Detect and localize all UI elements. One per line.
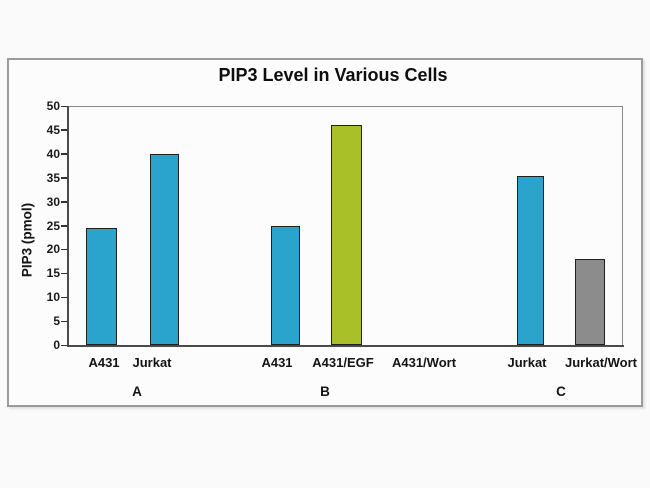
x-axis-label: A431/EGF (312, 355, 374, 370)
group-label-b: B (320, 384, 330, 399)
y-tick-mark (61, 153, 67, 155)
y-tick-mark (61, 225, 67, 227)
x-axis-line (67, 345, 624, 347)
y-tick-label: 35 (46, 170, 60, 185)
bar-a431-egf-group-b (331, 125, 362, 345)
y-axis-line (67, 106, 69, 347)
bar-a431-group-b (271, 225, 300, 345)
bar-jurkat-group-c (517, 176, 544, 345)
y-tick-mark (61, 201, 67, 203)
y-tick-label: 40 (46, 146, 60, 161)
y-tick-label: 5 (53, 314, 60, 329)
y-tick-mark (61, 296, 67, 299)
chart-title: PIP3 Level in Various Cells (218, 65, 448, 85)
y-tick-label: 10 (46, 290, 60, 305)
y-tick-label: 0 (53, 338, 60, 352)
y-tick-mark (61, 320, 67, 323)
y-tick-mark (61, 177, 67, 179)
y-tick-mark (61, 272, 67, 275)
y-tick-mark (61, 248, 67, 251)
bar-jurkat-wort-group-c (575, 258, 605, 345)
y-tick-mark (61, 129, 67, 131)
bar-a431-group-a (86, 227, 117, 345)
bar-jurkat-group-a (150, 153, 179, 345)
y-tick-label: 25 (46, 218, 60, 233)
y-tick-mark (61, 344, 67, 346)
plot-area-top-border (68, 106, 623, 107)
y-tick-label: 15 (46, 266, 60, 281)
y-tick-label: 30 (46, 194, 60, 209)
x-axis-label: Jurkat (132, 355, 172, 370)
y-tick-mark (61, 105, 67, 107)
x-axis-label: A431 (88, 355, 120, 370)
y-tick-label: 20 (46, 242, 60, 257)
plot-area-right-border (622, 106, 623, 345)
x-axis-label: Jurkat (507, 355, 547, 370)
y-tick-label: 50 (46, 99, 60, 113)
y-tick-label: 45 (46, 122, 60, 137)
x-axis-label: A431/Wort (391, 355, 457, 370)
x-axis-label: Jurkat/Wort (565, 355, 637, 370)
group-label-a: A (132, 384, 142, 399)
x-axis-label: A431 (261, 355, 293, 370)
group-label-c: C (556, 384, 566, 399)
